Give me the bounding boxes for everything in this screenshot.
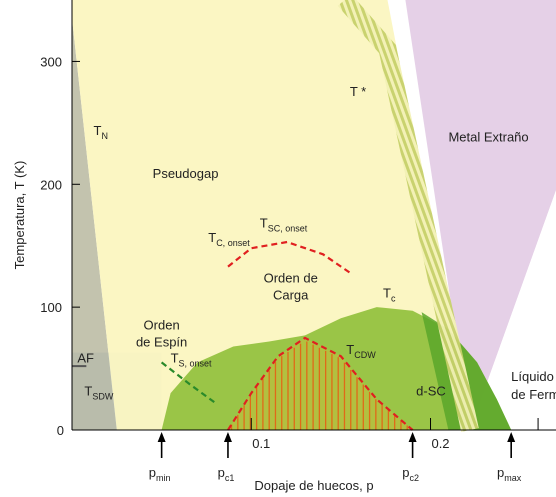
series-lines xyxy=(72,0,479,432)
region-label-fermi-liquid: Líquido xyxy=(511,369,554,384)
marker-label-min: pmin xyxy=(149,465,171,483)
annotation-orden-espin: Orden xyxy=(144,317,180,332)
marker-arrowhead xyxy=(507,432,516,442)
marker-arrowhead xyxy=(157,432,166,442)
marker-label-c1: pc1 xyxy=(218,465,235,483)
label-tstar: T * xyxy=(350,84,366,99)
annotation-orden-espin: de Espín xyxy=(136,334,187,349)
region-strange-metal xyxy=(405,0,556,430)
series-tc_onset xyxy=(227,240,351,274)
region-label-tn: TN xyxy=(94,123,108,141)
annotation-tc: Tc xyxy=(383,285,396,303)
y-origin-label: 0 xyxy=(57,423,64,438)
region-label-dsc: d-SC xyxy=(416,384,446,399)
region-fermi-liquid xyxy=(470,190,556,430)
y-tick-label: 200 xyxy=(40,177,62,192)
marker-arrowhead xyxy=(408,432,417,442)
axes: 100 200 300 0 0.1 0.2 pmin pc1 pc2 pmax Dopaje de … xyxy=(12,0,556,493)
series-ts_onset xyxy=(160,361,217,404)
region-label-af: AF xyxy=(77,350,94,365)
region-label-pseudogap: Pseudogap xyxy=(153,166,219,181)
region-label-strange-metal: Metal Extraño xyxy=(448,129,528,144)
series-tstar xyxy=(337,0,479,432)
annotation-orden-carga: Carga xyxy=(273,288,309,303)
x-tick-label: 0.2 xyxy=(431,436,449,451)
label-ts-onset: TS, onset xyxy=(171,350,212,368)
annotation-tsc-onset: TSC, onset xyxy=(260,215,308,233)
cdw-hatch xyxy=(228,337,413,430)
marker-label-max: pmax xyxy=(497,465,522,483)
label-tcdw: TCDW xyxy=(346,342,376,360)
x-tick-label: 0.1 xyxy=(252,436,270,451)
marker-label-c2: pc2 xyxy=(402,465,419,483)
labels: AF TN Pseudogap Metal Extraño Líquido de Ferm… xyxy=(77,84,556,402)
region-label-fermi-liquid-2: de Fermi xyxy=(511,387,556,402)
x-axis-title: Dopaje de huecos, p xyxy=(254,478,373,493)
cdw-dome xyxy=(228,337,413,430)
series-tcdw xyxy=(227,336,414,431)
label-tc-onset: TC, onset xyxy=(208,230,250,248)
marker-arrowhead xyxy=(223,432,232,442)
y-tick-label: 100 xyxy=(40,300,62,315)
annotation-orden-carga: Orden de xyxy=(264,271,318,286)
y-tick-label: 300 xyxy=(40,54,62,69)
y-axis-title: Temperatura, T (K) xyxy=(12,161,27,270)
annotation-tsdw: TSDW xyxy=(84,384,113,402)
